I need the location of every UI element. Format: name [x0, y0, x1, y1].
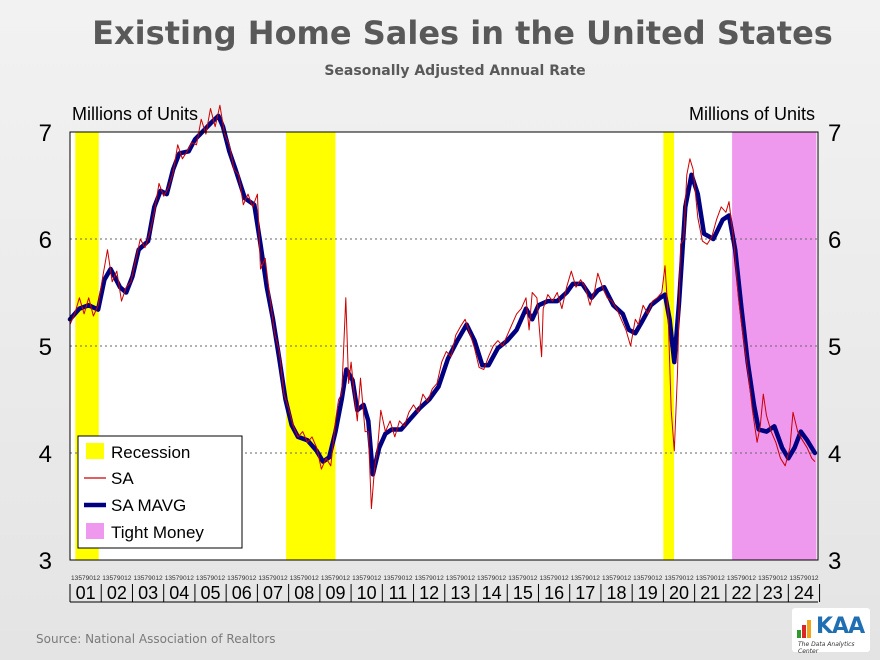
- x-month-tick-labels: 13579012: [477, 576, 507, 582]
- x-month-tick-labels: 13579012: [352, 576, 382, 582]
- plot-frame: [69, 131, 819, 561]
- x-year-label: 20: [669, 583, 689, 603]
- legend-label: Recession: [111, 443, 190, 462]
- legend-swatch: [86, 523, 104, 539]
- x-month-tick-labels: 13579012: [758, 576, 788, 582]
- x-year-label: 23: [763, 583, 783, 603]
- x-year-label: 01: [76, 583, 96, 603]
- legend-label: SA: [111, 469, 134, 488]
- x-year-label: 21: [700, 583, 720, 603]
- x-month-tick-labels: 13579012: [165, 576, 195, 582]
- legend-label: SA MAVG: [111, 496, 186, 515]
- y-tick-label-left: 6: [39, 227, 52, 254]
- logo-bars-icon: [797, 620, 812, 638]
- x-year-label: 13: [450, 583, 470, 603]
- source-note: Source: National Association of Realtors: [36, 632, 276, 646]
- x-month-tick-labels: 13579012: [415, 576, 445, 582]
- x-year-label: 24: [794, 583, 814, 603]
- x-year-label: 12: [419, 583, 439, 603]
- legend-label: Tight Money: [111, 523, 204, 542]
- x-month-tick-labels: 13579012: [102, 576, 132, 582]
- legend-box: [77, 435, 243, 549]
- y-tick-label-right: 6: [828, 227, 841, 254]
- x-year-label: 07: [263, 583, 283, 603]
- x-month-tick-labels: 13579012: [71, 576, 101, 582]
- x-month-tick-labels: 13579012: [633, 576, 663, 582]
- x-month-tick-labels: 13579012: [696, 576, 726, 582]
- x-year-label: 19: [638, 583, 658, 603]
- x-year-label: 02: [107, 583, 127, 603]
- x-year-label: 10: [357, 583, 377, 603]
- x-month-tick-labels: 13579012: [539, 576, 569, 582]
- x-year-label: 09: [325, 583, 345, 603]
- x-year-label: 15: [513, 583, 533, 603]
- x-year-label: 18: [607, 583, 627, 603]
- chart-title: Existing Home Sales in the United States: [92, 14, 833, 52]
- x-year-label: 04: [169, 583, 189, 603]
- legend: Recession SA SA MAVG Tight Money: [77, 435, 243, 549]
- x-year-label: 16: [544, 583, 564, 603]
- x-year-label: 03: [138, 583, 158, 603]
- x-year-label: 14: [482, 583, 502, 603]
- x-year-label: 06: [232, 583, 252, 603]
- x-month-tick-labels: 13579012: [321, 576, 351, 582]
- x-month-tick-labels: 13579012: [727, 576, 757, 582]
- logo-name: KAA: [816, 614, 865, 639]
- x-month-tick-labels: 13579012: [602, 576, 632, 582]
- x-year-label: 22: [731, 583, 751, 603]
- y-tick-label-left: 4: [39, 441, 52, 468]
- logo-tagline: The Data Analytics Center: [798, 641, 855, 655]
- x-year-label: 05: [201, 583, 221, 603]
- y-tick-label-right: 3: [828, 548, 841, 575]
- x-year-label: 11: [389, 583, 408, 603]
- y-axis-label-right: Millions of Units: [689, 104, 815, 124]
- legend-swatch: [86, 443, 104, 459]
- y-tick-label-right: 4: [828, 441, 841, 468]
- x-month-tick-labels: 13579012: [383, 576, 413, 582]
- x-month-tick-labels: 13579012: [258, 576, 288, 582]
- y-tick-label-left: 5: [39, 334, 52, 361]
- y-tick-label-left: 3: [39, 548, 52, 575]
- x-year-label: 17: [575, 583, 595, 603]
- y-tick-label-right: 5: [828, 334, 841, 361]
- y-axis-label-left: Millions of Units: [72, 104, 198, 124]
- chart-subtitle: Seasonally Adjusted Annual Rate: [324, 63, 586, 79]
- x-month-tick-labels: 13579012: [290, 576, 320, 582]
- x-month-tick-labels: 13579012: [446, 576, 476, 582]
- y-tick-label-right: 7: [828, 120, 841, 147]
- chart-svg: 3 34 45 56 67 7 13579012011357901202135790120…: [39, 104, 842, 603]
- x-month-tick-labels: 13579012: [508, 576, 538, 582]
- x-month-tick-labels: 13579012: [664, 576, 694, 582]
- x-month-tick-labels: 13579012: [571, 576, 601, 582]
- series-line-sa: [69, 104, 816, 510]
- x-month-tick-labels: 13579012: [133, 576, 163, 582]
- x-month-tick-labels: 13579012: [227, 576, 257, 582]
- y-tick-label-left: 7: [39, 120, 52, 147]
- x-month-tick-labels: 13579012: [196, 576, 226, 582]
- x-month-tick-labels: 13579012: [789, 576, 819, 582]
- kaa-logo: KAA The Data Analytics Center: [792, 608, 870, 655]
- x-year-label: 08: [294, 583, 314, 603]
- series-line-sa-mavg: [67, 113, 818, 477]
